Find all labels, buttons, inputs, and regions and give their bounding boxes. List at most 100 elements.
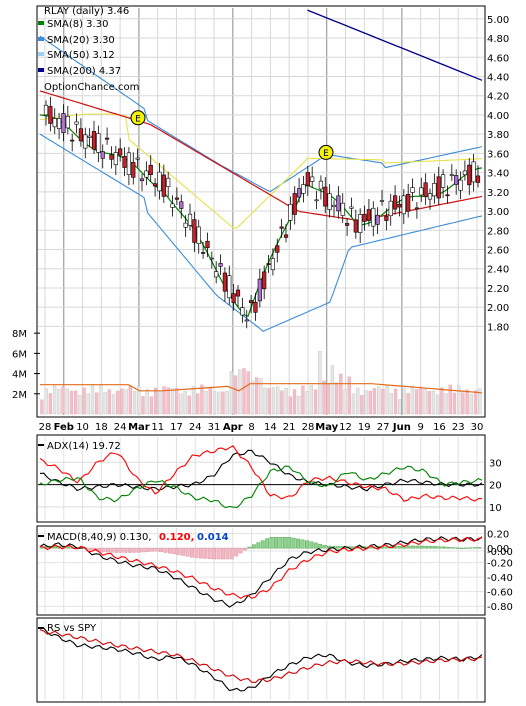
macd-histogram-bar	[172, 547, 177, 555]
macd-histogram-bar	[322, 545, 327, 549]
volume-bar	[457, 385, 461, 415]
macd-histogram-bar	[309, 541, 314, 549]
candle-body	[139, 178, 145, 182]
y-tick-label: 3.80	[487, 130, 509, 141]
adx-panel-frame	[36, 434, 486, 523]
macd-histogram-bar	[415, 545, 420, 549]
y-tick-label: 2.20	[487, 284, 509, 295]
macd-line-0	[39, 536, 483, 608]
volume-bar	[461, 392, 465, 415]
macd-histogram-bar	[194, 547, 199, 558]
volume-bar	[82, 387, 86, 415]
volume-bar	[61, 386, 65, 415]
x-tick-label: 14	[264, 422, 277, 433]
candle-body	[218, 263, 223, 267]
macd-histogram-bar	[203, 547, 208, 559]
y-tick-label: 2.40	[487, 265, 509, 276]
macd-histogram-bar	[397, 545, 402, 549]
candle-body	[379, 200, 385, 202]
candle-body	[157, 171, 162, 192]
macd-histogram-bar	[238, 547, 243, 554]
volume-bar	[238, 369, 242, 415]
candle-body	[183, 222, 188, 228]
macd-histogram-bar	[260, 540, 265, 549]
macd-tick-label: -0.40	[487, 573, 513, 584]
candle-body	[240, 307, 245, 316]
macd-histogram-bar	[269, 537, 274, 549]
volume-bar	[86, 393, 90, 415]
volume-bar	[469, 394, 473, 415]
earnings-marker-label: E	[135, 114, 141, 124]
volume-bar	[347, 376, 351, 415]
candle-body	[231, 293, 236, 303]
adx-swatch	[38, 444, 44, 446]
x-tick-label: 11	[151, 422, 164, 433]
volume-bar	[204, 390, 208, 415]
macd-histogram-bar	[464, 547, 468, 549]
volume-bar	[360, 395, 364, 415]
x-tick-label: Feb	[54, 422, 74, 433]
candle-body	[161, 174, 166, 197]
macd-histogram-bar	[114, 547, 119, 553]
macd-histogram-bar	[110, 547, 115, 553]
macd-tick-label: -0.00	[487, 547, 513, 558]
macd-histogram-bar	[53, 545, 57, 549]
volume-bar	[280, 390, 284, 415]
macd-histogram-bar	[278, 537, 283, 549]
candle-body	[296, 188, 302, 198]
volume-bar	[368, 390, 372, 415]
candle-body	[310, 176, 315, 182]
volume-bar	[292, 389, 297, 415]
candle-body	[458, 179, 463, 191]
volume-bar	[73, 390, 78, 415]
candle-body	[235, 289, 241, 297]
y-tick-label: 3.20	[487, 188, 509, 199]
volume-bar	[191, 386, 196, 415]
x-tick-label: 24	[189, 422, 202, 433]
y-tick-label: 3.00	[487, 207, 509, 218]
rs-title: RS vs SPY	[47, 623, 97, 634]
volume-bar	[356, 387, 360, 415]
candle-body	[279, 226, 284, 229]
macd-histogram-bar	[477, 547, 482, 549]
legend-sma50: SMA(50) 3.12	[47, 50, 115, 61]
adx-tick-label: 20	[489, 481, 502, 492]
macd-histogram-bar	[229, 547, 234, 560]
macd-title: MACD(8,40,9) 0.130,	[47, 532, 152, 543]
volume-bar	[221, 391, 225, 415]
rs-swatch	[38, 627, 44, 629]
macd-histogram-bar	[185, 547, 190, 557]
candle-body	[392, 195, 398, 210]
volume-bar	[149, 396, 154, 415]
x-tick-label: 17	[170, 422, 183, 433]
candle-body	[113, 152, 118, 166]
candle-body	[170, 203, 175, 208]
volume-bar	[225, 391, 229, 415]
macd-histogram-bar	[176, 547, 181, 555]
y-tick-label: 4.40	[487, 72, 509, 83]
macd-histogram-bar	[101, 547, 106, 553]
macd-histogram-bar	[424, 545, 429, 549]
y-tick-label: 4.00	[487, 111, 509, 122]
candle-body	[423, 182, 428, 198]
macd-hist-value: 0.014	[197, 532, 229, 543]
x-tick-label: 12	[339, 422, 352, 433]
volume-bar	[284, 388, 288, 415]
macd-histogram-bar	[446, 547, 451, 549]
volume-bar	[246, 371, 250, 415]
volume-bar	[111, 394, 116, 415]
candle-body	[270, 258, 276, 271]
volume-bar	[208, 386, 212, 415]
candle-body	[471, 161, 476, 183]
macd-histogram-bar	[150, 547, 155, 552]
candle-body	[257, 278, 262, 302]
macd-histogram-bar	[300, 539, 305, 549]
macd-histogram-bar	[274, 537, 278, 549]
volume-bar	[212, 391, 217, 415]
candle-body	[200, 252, 206, 254]
volume-bar	[103, 392, 107, 415]
macd-histogram-bar	[145, 547, 150, 552]
macd-histogram-bar	[137, 547, 141, 553]
x-tick-label: 30	[471, 422, 484, 433]
candle-body	[48, 106, 53, 124]
